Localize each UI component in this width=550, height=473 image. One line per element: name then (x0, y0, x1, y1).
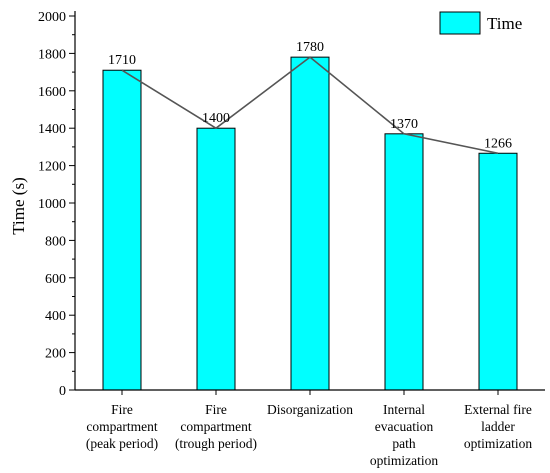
legend-swatch (439, 11, 481, 35)
y-tick-label-600: 600 (45, 272, 66, 287)
data-label-1: 1710 (108, 53, 136, 68)
y-tick-label-200: 200 (45, 347, 66, 362)
category-label-line: optimization (370, 453, 438, 468)
legend: Time (439, 11, 522, 35)
data-label-4: 1370 (390, 117, 418, 132)
bar-3 (290, 56, 330, 391)
y-tick-label-1400: 1400 (38, 122, 66, 137)
y-tick-label-2000: 2000 (38, 10, 66, 25)
category-label-line: ladder (481, 419, 515, 434)
category-label-line: Internal (383, 402, 425, 417)
category-label-5: External fire ladder optimization (464, 402, 532, 451)
y-tick-label-1000: 1000 (38, 197, 66, 212)
data-label-5: 1266 (484, 136, 512, 151)
data-label-2: 1400 (202, 111, 230, 126)
category-label-line: path (392, 436, 415, 451)
bar-1 (102, 69, 142, 391)
category-label-line: External fire (464, 402, 532, 417)
y-tick-label-800: 800 (45, 234, 66, 249)
bar-4 (384, 133, 424, 391)
data-labels: 1710 1400 1780 1370 1266 (108, 40, 512, 151)
trend-line-group (121, 56, 499, 155)
category-label-line: compartment (86, 419, 157, 434)
legend-label: Time (487, 14, 522, 33)
category-label-1: Fire compartment (peak period) (86, 402, 158, 451)
bars (102, 56, 518, 391)
bar-2 (196, 127, 236, 391)
category-label-line: optimization (464, 436, 532, 451)
category-label-2: Fire compartment (trough period) (175, 402, 257, 451)
category-label-line: evacuation (375, 419, 434, 434)
category-label-line: (trough period) (175, 436, 257, 451)
category-label-3: Disorganization (267, 402, 353, 417)
category-labels: Fire compartment (peak period) Fire compartm… (86, 402, 533, 468)
y-tick-label-0: 0 (59, 384, 66, 399)
y-axis-title: Time (s) (9, 177, 28, 234)
category-label-line: Disorganization (267, 402, 353, 417)
x-axis-ticks (121, 390, 499, 395)
y-tick-label-1800: 1800 (38, 47, 66, 62)
category-label-line: (peak period) (86, 436, 158, 451)
bar-5 (478, 152, 518, 391)
y-tick-label-400: 400 (45, 309, 66, 324)
y-tick-label-1200: 1200 (38, 160, 66, 175)
y-tick-label-1600: 1600 (38, 85, 66, 100)
category-label-line: compartment (180, 419, 251, 434)
category-label-line: Fire (205, 402, 227, 417)
category-label-line: Fire (111, 402, 133, 417)
trend-line (121, 56, 499, 155)
data-label-3: 1780 (296, 40, 324, 55)
y-axis-ticks: 0 200 400 600 800 1000 1200 1400 1600 1800 2000 (38, 10, 75, 399)
category-label-4: Internal evacuation path optimization (370, 402, 438, 468)
